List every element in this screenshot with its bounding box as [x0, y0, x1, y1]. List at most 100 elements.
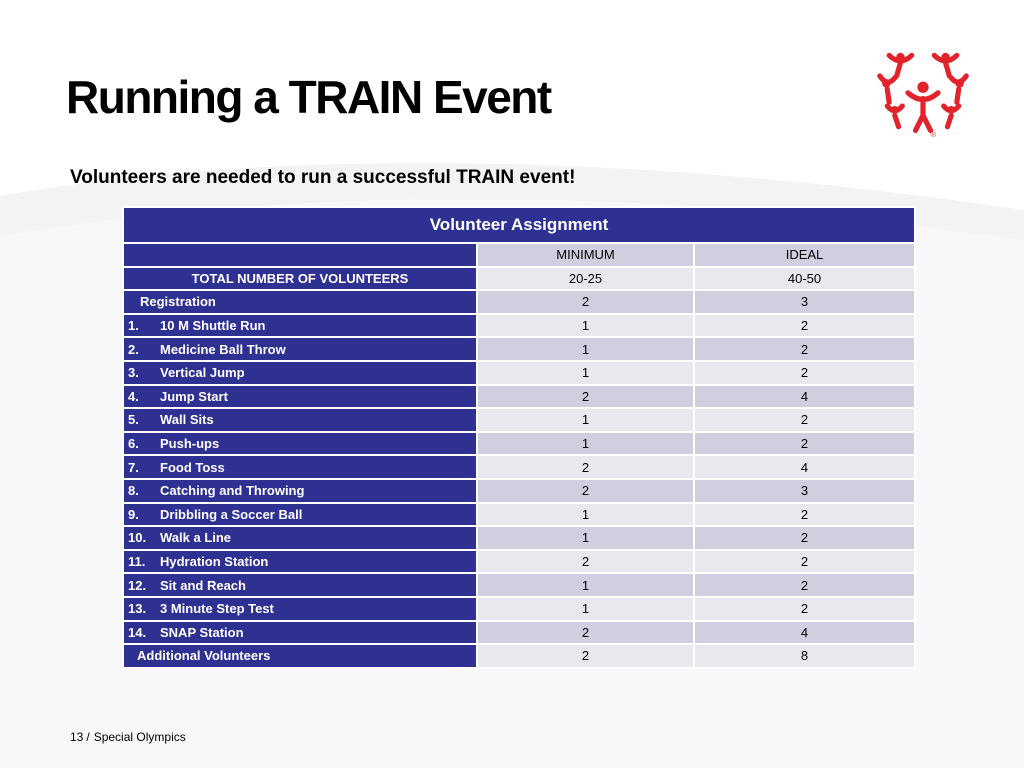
station-name: Push-ups: [160, 436, 220, 452]
station-minimum: 1: [476, 430, 695, 457]
station-minimum: 1: [476, 407, 695, 433]
page-number: 13: [70, 730, 84, 744]
total-label: TOTAL NUMBER OF VOLUNTEERS: [122, 265, 478, 292]
station-number: 4.: [128, 388, 139, 404]
station-number: 8.: [128, 483, 139, 499]
station-number: 6.: [128, 436, 139, 452]
station-number: 1.: [128, 318, 139, 334]
registration-row: Registration 2 3: [122, 289, 917, 315]
station-minimum: 2: [476, 454, 695, 480]
station-minimum: 1: [476, 525, 695, 551]
additional-row: Additional Volunteers 2 8: [122, 643, 917, 669]
station-minimum: 1: [476, 359, 695, 386]
station-number: 14.: [128, 624, 147, 640]
table-header-row: MINIMUM IDEAL: [122, 242, 917, 268]
station-label: 8. Catching and Throwing: [122, 477, 478, 504]
station-ideal: 2: [692, 336, 917, 362]
station-label: 13. 3 Minute Step Test: [122, 595, 478, 622]
station-ideal: 4: [692, 454, 917, 480]
header-blank-cell: [122, 242, 478, 268]
table-row: 13. 3 Minute Step Test 1 2: [122, 595, 917, 622]
table-row: 6. Push-ups 1 2: [122, 430, 917, 457]
station-ideal: 2: [692, 595, 917, 622]
registration-ideal: 3: [692, 289, 917, 315]
header-ideal: IDEAL: [692, 242, 917, 268]
additional-label: Additional Volunteers: [122, 643, 478, 669]
station-minimum: 2: [476, 548, 695, 575]
station-label: 7. Food Toss: [122, 454, 478, 480]
total-row: TOTAL NUMBER OF VOLUNTEERS 20-25 40-50: [122, 265, 917, 292]
station-ideal: 2: [692, 312, 917, 339]
station-ideal: 3: [692, 477, 917, 504]
table-caption: Volunteer Assignment: [121, 206, 917, 244]
table-row: 4. Jump Start 2 4: [122, 383, 917, 410]
table-row: 11. Hydration Station 2 2: [122, 548, 917, 575]
volunteer-assignment-table: Volunteer Assignment MINIMUM IDEAL TOTAL…: [121, 206, 917, 669]
station-name: SNAP Station: [160, 624, 244, 640]
station-name: Hydration Station: [160, 554, 269, 570]
footer-separator: /: [86, 730, 90, 744]
station-ideal: 2: [692, 572, 917, 598]
station-ideal: 2: [692, 525, 917, 551]
station-label: 5. Wall Sits: [122, 407, 478, 433]
station-name: Medicine Ball Throw: [160, 341, 286, 357]
station-number: 2.: [128, 341, 139, 357]
station-ideal: 2: [692, 359, 917, 386]
total-minimum: 20-25: [476, 265, 695, 292]
station-name: Walk a Line: [160, 530, 232, 546]
header-minimum: MINIMUM: [476, 242, 695, 268]
station-number: 9.: [128, 506, 139, 522]
table-row: 8. Catching and Throwing 2 3: [122, 477, 917, 504]
station-ideal: 4: [692, 383, 917, 410]
station-minimum: 1: [476, 501, 695, 528]
station-label: 11. Hydration Station: [122, 548, 478, 575]
page-title: Running a TRAIN Event: [66, 71, 552, 123]
additional-minimum: 2: [476, 643, 695, 669]
table-row: 3. Vertical Jump 1 2: [122, 359, 917, 386]
station-name: 10 M Shuttle Run: [160, 318, 266, 334]
station-minimum: 1: [476, 595, 695, 622]
station-label: 4. Jump Start: [122, 383, 478, 410]
station-number: 12.: [128, 577, 147, 593]
footer: 13/Special Olympics: [70, 730, 186, 744]
table-row: 1. 10 M Shuttle Run 1 2: [122, 312, 917, 339]
table-row: 10. Walk a Line 1 2: [122, 525, 917, 551]
table-row: 7. Food Toss 2 4: [122, 454, 917, 480]
station-ideal: 2: [692, 548, 917, 575]
registered-mark: ®: [931, 130, 937, 138]
station-label: 6. Push-ups: [122, 430, 478, 457]
station-ideal: 2: [692, 430, 917, 457]
table-row: 9. Dribbling a Soccer Ball 1 2: [122, 501, 917, 528]
station-number: 5.: [128, 412, 139, 428]
station-minimum: 1: [476, 312, 695, 339]
registration-minimum: 2: [476, 289, 695, 315]
table-row: 2. Medicine Ball Throw 1 2: [122, 336, 917, 362]
total-ideal: 40-50: [692, 265, 917, 292]
station-number: 7.: [128, 459, 139, 475]
station-name: Vertical Jump: [160, 365, 245, 381]
station-name: 3 Minute Step Test: [160, 601, 274, 617]
station-label: 12. Sit and Reach: [122, 572, 478, 598]
station-ideal: 2: [692, 501, 917, 528]
station-label: 1. 10 M Shuttle Run: [122, 312, 478, 339]
station-minimum: 2: [476, 383, 695, 410]
station-minimum: 2: [476, 477, 695, 504]
station-number: 3.: [128, 365, 139, 381]
footer-organization: Special Olympics: [93, 730, 186, 744]
additional-ideal: 8: [692, 643, 917, 669]
table-row: 14. SNAP Station 2 4: [122, 619, 917, 646]
registration-label: Registration: [122, 289, 478, 315]
station-label: 14. SNAP Station: [122, 619, 478, 646]
station-name: Dribbling a Soccer Ball: [160, 506, 303, 522]
station-number: 10.: [128, 530, 147, 546]
table-row: 12. Sit and Reach 1 2: [122, 572, 917, 598]
station-ideal: 4: [692, 619, 917, 646]
station-label: 2. Medicine Ball Throw: [122, 336, 478, 362]
station-name: Jump Start: [160, 388, 228, 404]
station-number: 11.: [128, 554, 146, 570]
special-olympics-logo-icon: ®: [877, 52, 969, 138]
station-label: 3. Vertical Jump: [122, 359, 478, 386]
table-row: 5. Wall Sits 1 2: [122, 407, 917, 433]
station-label: 10. Walk a Line: [122, 525, 478, 551]
station-minimum: 1: [476, 572, 695, 598]
